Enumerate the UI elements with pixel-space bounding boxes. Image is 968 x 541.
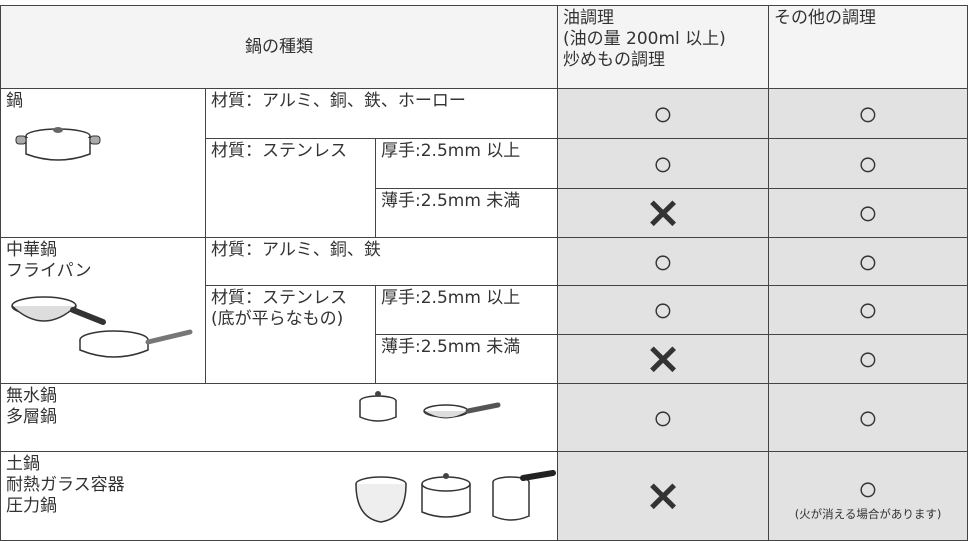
mark-cell: × [557,187,770,238]
row: 薄手:2.5mm 未満 × ○ [1,333,968,384]
pan-name: 中華鍋 フライパン [6,240,92,281]
row: 薄手:2.5mm 未満 × ○ [1,187,968,238]
mark: × [644,333,682,384]
pot-icon [15,127,101,161]
row: 材質：ステンレス (底が平らなもの) 厚手:2.5mm 以上 ○ ○ [1,285,968,384]
mark-cell: ○ [768,285,968,335]
note: (火が消える場合があります) [794,507,942,521]
row: 無水鍋 多層鍋 ○ ○ [0,383,968,452]
mark-cell: ○ [768,138,968,189]
header-row: 鍋の種類 油調理 (油の量 200ml 以上) 炒めもの調理 その他の調理 [0,5,968,89]
mark-cell: ○ [557,237,770,286]
pan-name: 鍋 [6,91,23,111]
material-cell: 材質：ステンレス (底が平らなもの) [205,285,376,384]
mark-cell: ○ (火が消える場合があります) [768,451,968,541]
mark-cell: × [557,451,770,541]
mark: ○ [652,143,674,184]
mark-cell: ○ [557,88,770,139]
mark: ○ [857,93,879,134]
header-cell: その他の調理 [768,5,968,89]
mark-cell: ○ [768,237,968,286]
material-cell: 材質：アルミ、銅、鉄 [204,237,559,286]
header-cell: 鍋の種類 [0,5,559,89]
pan-cell: 鍋 [0,88,206,238]
mark: ○ [652,241,674,282]
mark: ○ [857,193,879,233]
pan-name: 土鍋 耐熱ガラス容器 圧力鍋 [6,454,125,516]
header-cell: 油調理 (油の量 200ml 以上) 炒めもの調理 [557,5,770,89]
mark: ○ [652,397,674,438]
mark: ○ [857,241,879,282]
thickness-cell: 厚手:2.5mm 以上 [374,285,559,335]
mark: ○ [857,397,879,438]
row: 鍋 材質：アルミ、銅、鉄、ホーロー ○ ○ [0,88,968,238]
pan-name: 無水鍋 多層鍋 [6,386,57,427]
pot-icon [359,391,501,422]
material-cell: 材質：アルミ、銅、鉄、ホーロー [204,88,559,139]
mark-cell: ○ [768,188,968,238]
thickness-cell: 薄手:2.5mm 未満 [374,334,559,384]
row: 中華鍋 フライパン 材質：アルミ、銅、鉄 ○ ○ [0,237,968,384]
mark-cell: ○ [557,138,770,189]
mark: ○ [857,339,879,379]
cookware-table: 鍋の種類 油調理 (油の量 200ml 以上) 炒めもの調理 その他の調理 鍋 … [0,5,968,541]
pot-icon [355,470,556,523]
mark: ○ [857,469,879,509]
thickness-cell: 厚手:2.5mm 以上 [374,138,559,189]
mark-cell: × [557,333,770,384]
thickness-cell: 薄手:2.5mm 未満 [374,188,559,238]
mark: × [644,187,682,238]
row: 土鍋 耐熱ガラス容器 圧力鍋 × ○ (火が消える場合があります) [0,451,968,541]
pan-icon [11,296,193,358]
mark-cell: ○ [557,285,770,335]
mark-cell: ○ [768,88,968,139]
mark: ○ [857,143,879,184]
material-cell: 材質：ステンレス [205,138,376,238]
mark-cell: ○ [557,383,770,452]
mark: ○ [652,290,674,330]
pan-cell: 無水鍋 多層鍋 [0,383,559,452]
mark: ○ [857,290,879,330]
row: 材質：ステンレス 厚手:2.5mm 以上 ○ ○ [1,138,968,238]
mark: ○ [652,93,674,134]
mark: × [644,470,682,521]
pan-cell: 中華鍋 フライパン [0,237,206,384]
mark-cell: ○ [768,383,968,452]
pan-cell: 土鍋 耐熱ガラス容器 圧力鍋 [0,451,559,541]
mark-cell: ○ [768,334,968,384]
